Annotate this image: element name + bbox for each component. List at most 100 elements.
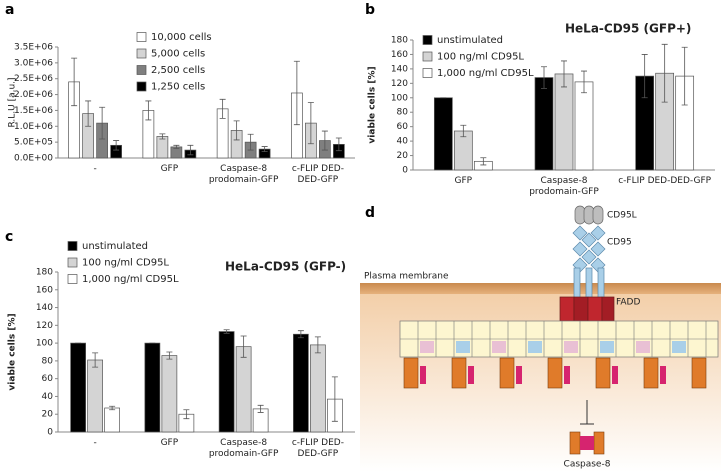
bar <box>218 331 235 433</box>
receptor-label: CD95 <box>607 238 632 248</box>
receptor <box>572 225 606 299</box>
x-tick-label: - <box>93 438 97 448</box>
legend-label: 100 ng/ml CD95L <box>82 258 169 269</box>
membrane-label: Plasma membrane <box>364 272 449 282</box>
legend-swatch <box>67 274 78 284</box>
legend-label: 1,000 ng/ml CD95L <box>437 68 534 79</box>
ded-units <box>400 321 718 357</box>
ded-accents-blue <box>456 341 686 353</box>
adaptor-label: FADD <box>616 298 640 308</box>
y-tick-label: 2.0E+06 <box>14 90 53 100</box>
error-bar <box>92 352 99 368</box>
x-tick-label: GFP <box>160 164 179 174</box>
error-bar <box>145 100 152 121</box>
chart: a 0.0E+00 5.0E+05 1.0E+06 1.5E+06 2.0E+06 2.5E… <box>5 2 355 164</box>
y-tick-label: 60 <box>42 374 54 384</box>
y-tick-label: 2.5E+06 <box>14 74 53 84</box>
panel-letter: b <box>365 2 375 18</box>
y-tick-label: 120 <box>391 79 408 89</box>
error-bar <box>321 130 328 151</box>
legend-label: unstimulated <box>82 241 148 252</box>
y-axis-label: R.L.U [a.u.] <box>8 77 18 127</box>
legend-label: unstimulated <box>437 35 503 46</box>
error-bar <box>261 146 268 153</box>
x-tick-label: c-FLIP DED-DED-GFP <box>291 438 344 459</box>
error-bar <box>109 405 116 411</box>
caspase-8 <box>569 431 605 455</box>
error-bar <box>187 144 194 156</box>
legend-label: 1,000 ng/ml CD95L <box>82 274 179 285</box>
y-tick-label: 20 <box>397 151 409 161</box>
bar <box>144 342 161 433</box>
panel-c: c 0 20 40 60 80 100 120 140 160 180 viable cells [%… <box>0 225 360 472</box>
error-bar <box>183 409 190 420</box>
y-tick-label: 60 <box>397 122 409 132</box>
legend-swatch <box>422 68 433 78</box>
error-bar <box>85 100 92 127</box>
x-tick-label: GFP <box>160 438 179 448</box>
error-bar <box>257 404 264 413</box>
y-tick-label: 160 <box>36 285 53 295</box>
panel-a: a 0.0E+00 5.0E+05 1.0E+06 1.5E+06 2.0E+06 2.5E… <box>0 0 360 225</box>
error-bar <box>314 336 321 354</box>
bar <box>104 407 120 433</box>
bar <box>554 73 574 171</box>
y-tick-label: 0 <box>402 166 408 176</box>
error-bar <box>335 137 342 152</box>
chart: c 0 20 40 60 80 100 120 140 160 180 viable cells [%… <box>5 229 355 438</box>
bar <box>235 346 252 433</box>
bar <box>310 344 326 433</box>
x-tick-label: Caspase-8 prodomain-GFP <box>208 164 279 185</box>
x-tick-label: - <box>93 164 97 174</box>
y-tick-label: 80 <box>397 108 409 118</box>
y-tick-label: 5.0E+05 <box>14 138 53 148</box>
y-tick-label: 0.0E+00 <box>14 154 53 164</box>
chart-title: HeLa-CD95 (GFP-) <box>225 260 346 274</box>
error-bar <box>219 98 226 119</box>
y-tick-label: 120 <box>36 321 53 331</box>
error-bar <box>293 60 300 126</box>
error-bar <box>641 54 648 99</box>
y-tick-label: 80 <box>42 356 54 366</box>
y-tick-label: 0 <box>47 428 53 438</box>
legend-label: 1,250 cells <box>151 82 205 93</box>
bar <box>574 81 594 171</box>
ligand <box>574 205 604 225</box>
error-bar <box>297 330 304 339</box>
legend-swatch <box>136 48 147 59</box>
y-axis-label: viable cells [%] <box>368 66 378 143</box>
error-bar <box>331 376 338 422</box>
bar <box>156 136 169 159</box>
y-tick-label: 3.0E+06 <box>14 58 53 68</box>
y-tick-label: 40 <box>42 392 54 402</box>
error-bar <box>113 140 120 151</box>
legend-label: 100 ng/ml CD95L <box>437 52 524 63</box>
error-bar <box>247 133 254 151</box>
bar <box>70 342 86 433</box>
legend-label: 10,000 cells <box>151 32 212 43</box>
x-tick-label: c-FLIP DED-DED-GFP <box>618 176 712 186</box>
y-axis-label: viable cells [%] <box>8 313 18 390</box>
legend-swatch <box>422 51 433 62</box>
x-tick-label: GFP <box>454 176 473 186</box>
error-bar <box>233 120 240 141</box>
y-tick-label: 160 <box>391 50 408 60</box>
y-tick-label: 100 <box>391 93 408 103</box>
y-tick-label: 140 <box>391 64 408 74</box>
legend-label: 2,500 cells <box>151 65 205 76</box>
legend-swatch <box>422 35 433 45</box>
bar <box>534 77 554 171</box>
panel-letter: c <box>5 229 13 245</box>
panel-letter: a <box>5 2 14 18</box>
error-bar <box>581 70 587 94</box>
error-bar <box>307 102 314 145</box>
panel-d: d Plasma membrane CD95L CD95 FADD <box>360 200 721 472</box>
y-tick-label: 1.5E+06 <box>14 106 53 116</box>
x-tick-label: Caspase-8 prodomain-GFP <box>529 176 599 197</box>
error-bar <box>99 106 106 140</box>
panel-letter: d <box>365 205 375 221</box>
error-bar <box>480 157 487 166</box>
caspase-units <box>403 357 707 389</box>
ded-accents <box>420 341 650 353</box>
